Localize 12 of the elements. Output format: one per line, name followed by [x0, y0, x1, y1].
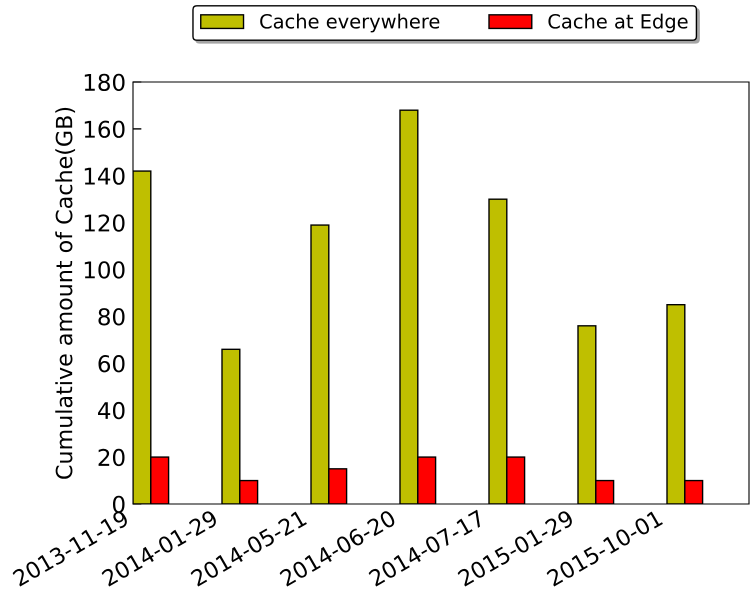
y-tick-label: 40	[98, 402, 125, 420]
y-tick-label: 160	[84, 120, 125, 138]
y-tick-label: 120	[84, 214, 125, 232]
legend-label: Cache at Edge	[548, 14, 688, 32]
legend-label: Cache everywhere	[260, 14, 440, 32]
y-tick-label: 100	[84, 261, 125, 279]
y-tick-label: 60	[98, 355, 125, 372]
y-tick-label: 20	[98, 448, 125, 466]
y-tick-label: 80	[98, 308, 125, 326]
y-axis-title: Cumulative amount of Cache(GB)	[55, 108, 76, 479]
y-tick-label: 180	[84, 74, 125, 92]
y-tick-label: 140	[84, 167, 125, 185]
